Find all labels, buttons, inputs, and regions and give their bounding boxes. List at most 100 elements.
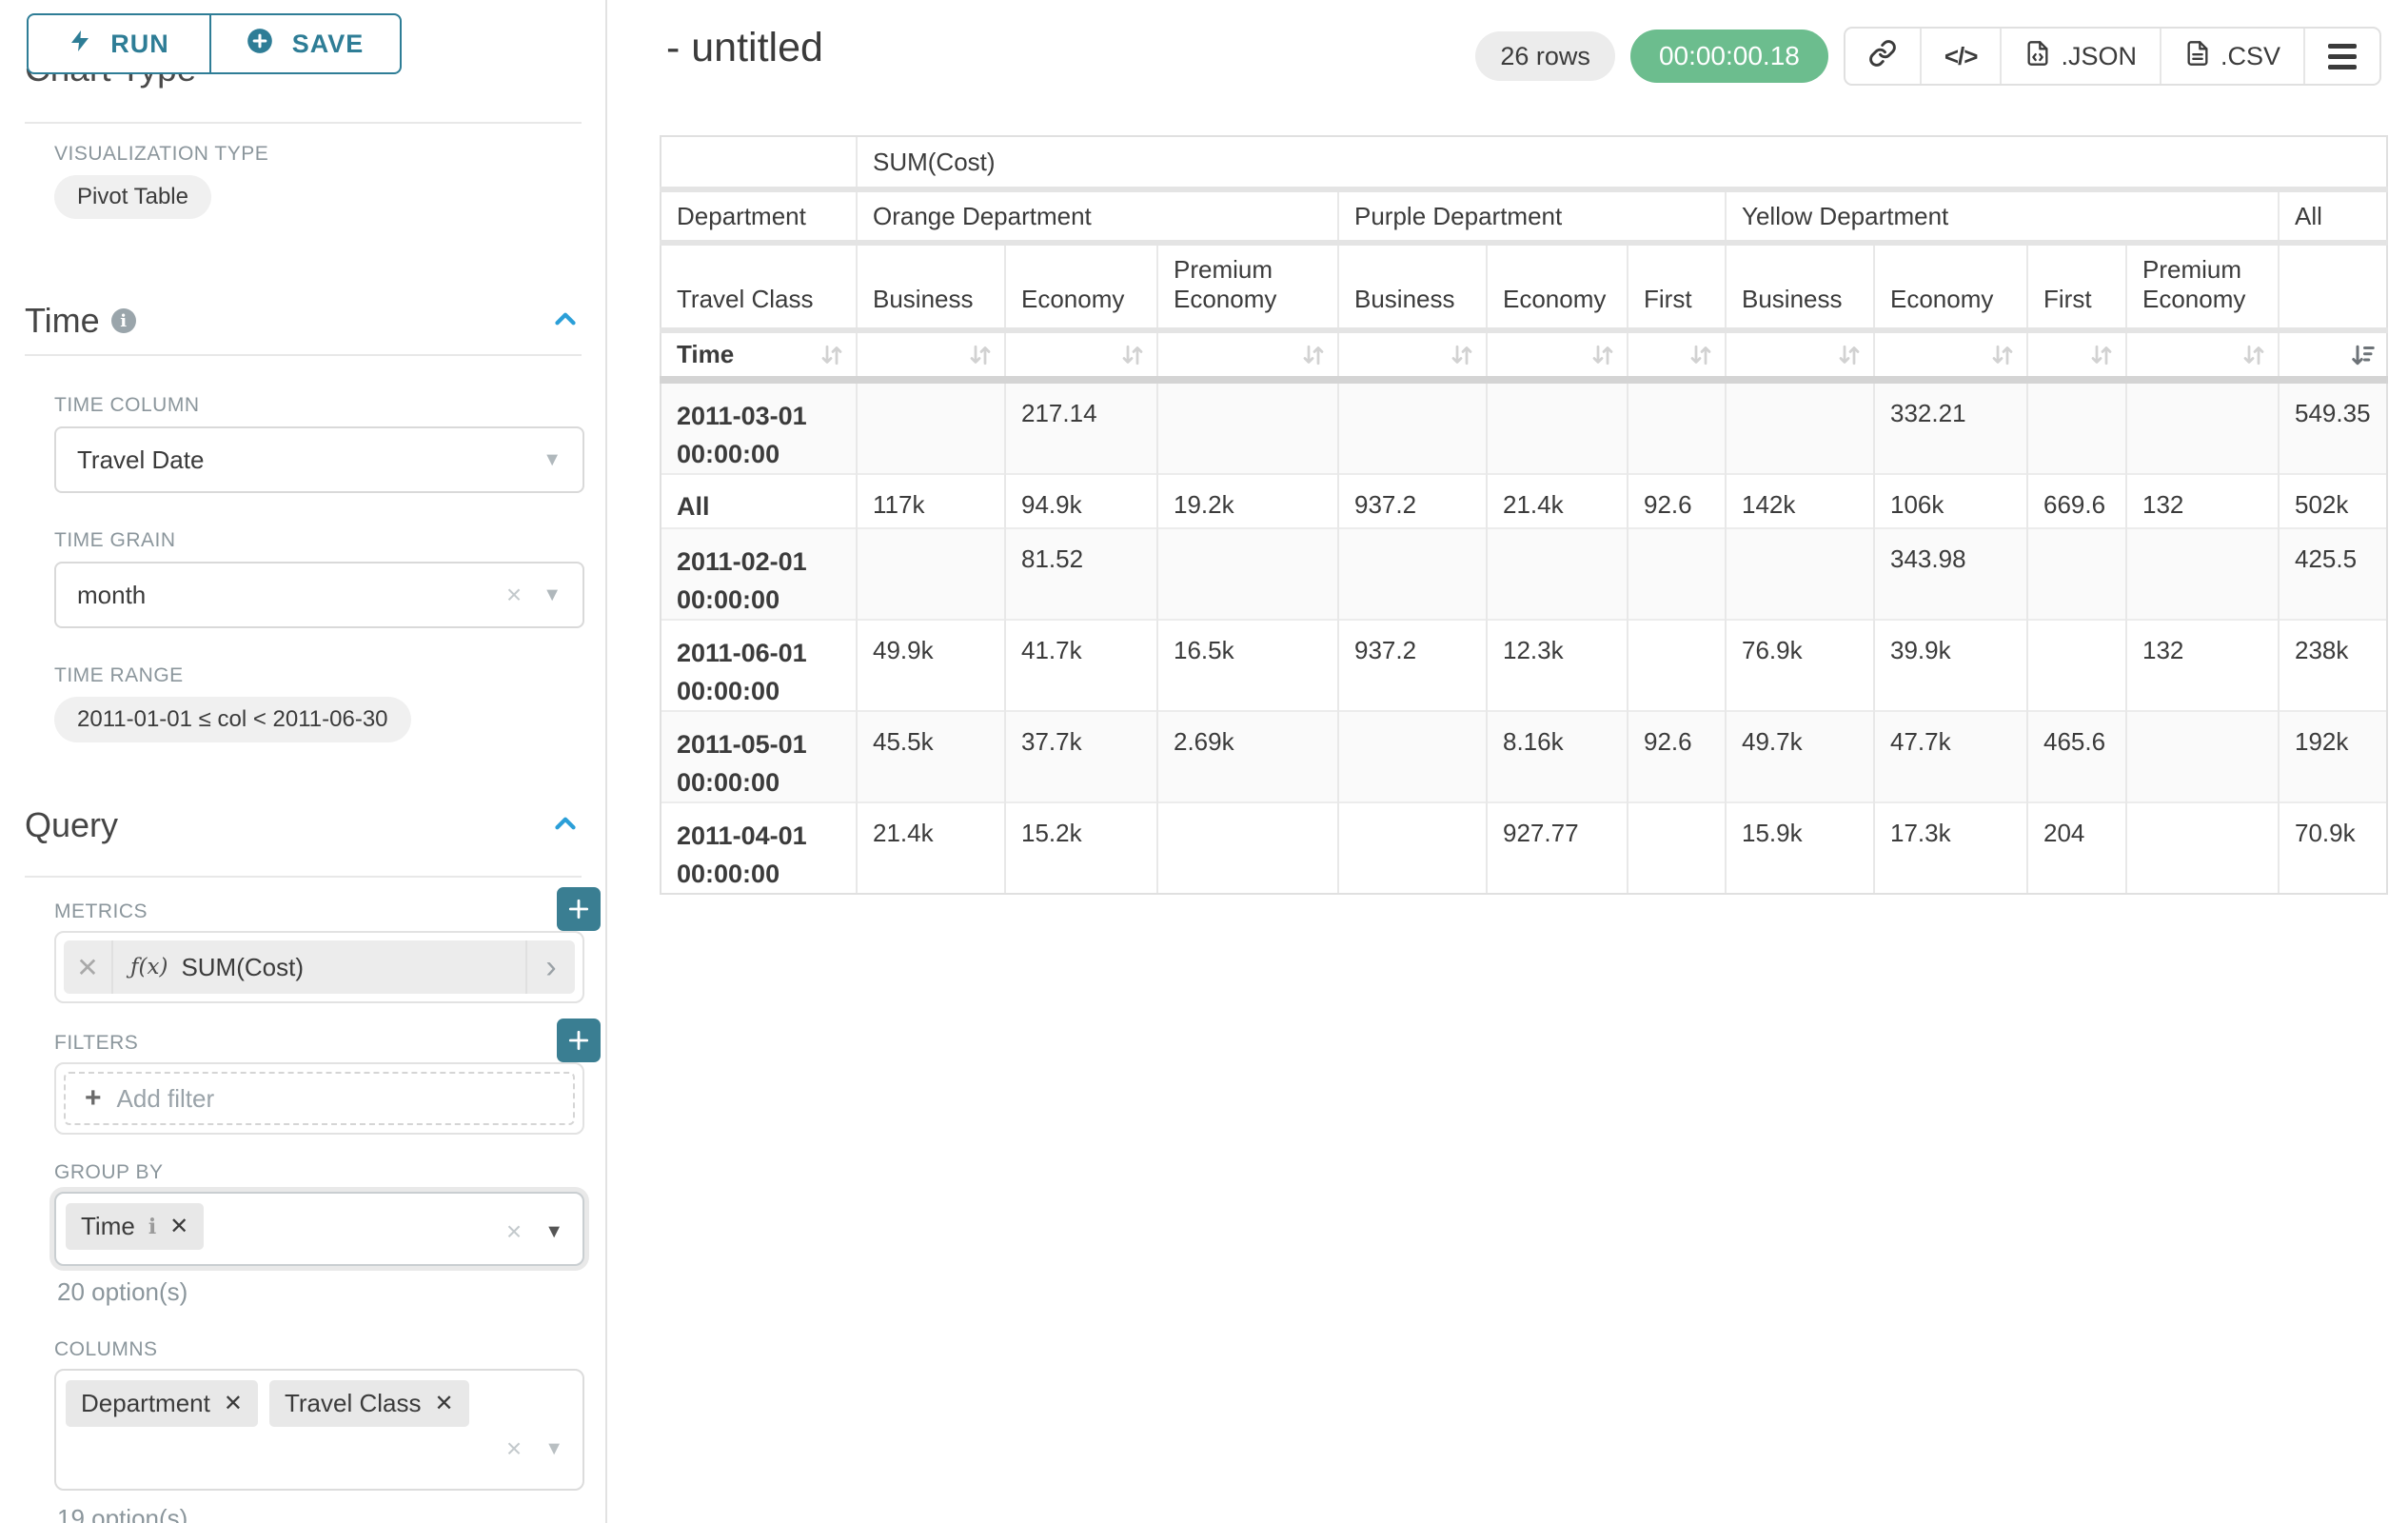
run-button[interactable]: RUN bbox=[27, 13, 211, 74]
visualization-type-label: VISUALIZATION TYPE bbox=[54, 143, 269, 165]
clear-icon[interactable]: × bbox=[505, 1216, 523, 1246]
col-dimension-label: Travel Class bbox=[660, 240, 857, 330]
travel-class-header: Business bbox=[1337, 240, 1487, 330]
value-sort-header[interactable] bbox=[1156, 327, 1338, 384]
sort-icon[interactable] bbox=[1448, 341, 1476, 369]
dimension-tag[interactable]: Department ✕ bbox=[66, 1380, 258, 1427]
json-file-icon bbox=[2024, 39, 2051, 74]
save-button-label: SAVE bbox=[291, 29, 365, 58]
travel-class-header: Business bbox=[1725, 240, 1874, 330]
sort-icon[interactable] bbox=[2087, 341, 2116, 369]
value-cell: 92.6 bbox=[1627, 711, 1726, 802]
add-filter-button[interactable]: + Add filter bbox=[64, 1072, 575, 1125]
sort-icon[interactable] bbox=[818, 341, 846, 369]
add-metric-button[interactable] bbox=[557, 887, 601, 931]
visualization-type-pill[interactable]: Pivot Table bbox=[54, 175, 211, 219]
metrics-control: ✕ ƒ(x) SUM(Cost) › bbox=[54, 931, 584, 1003]
dimension-tag[interactable]: Travel Class ✕ bbox=[268, 1380, 469, 1427]
dimension-tag[interactable]: Time i ✕ bbox=[66, 1203, 205, 1250]
sort-icon[interactable] bbox=[966, 341, 995, 369]
clear-icon[interactable]: × bbox=[505, 1434, 523, 1463]
export-json-button[interactable]: .JSON bbox=[2000, 29, 2160, 84]
value-cell bbox=[2125, 802, 2279, 895]
export-button-group: </> .JSON .CSV bbox=[1843, 27, 2381, 86]
travel-class-header: First bbox=[2026, 240, 2126, 330]
chevron-up-icon[interactable] bbox=[549, 807, 582, 844]
value-cell: 39.9k bbox=[1873, 620, 2027, 711]
value-cell: 106k bbox=[1873, 474, 2027, 528]
sort-icon[interactable] bbox=[1589, 341, 1617, 369]
filters-control: + Add filter bbox=[54, 1062, 584, 1135]
time-range-pill[interactable]: 2011-01-01 ≤ col < 2011-06-30 bbox=[54, 697, 411, 742]
value-cell: 343.98 bbox=[1873, 528, 2027, 620]
travel-class-header: Economy bbox=[1004, 240, 1157, 330]
caret-down-icon[interactable]: ▼ bbox=[544, 1437, 563, 1459]
chevron-up-icon[interactable] bbox=[549, 303, 582, 340]
export-csv-button[interactable]: .CSV bbox=[2159, 29, 2303, 84]
query-section-header[interactable]: Query bbox=[25, 805, 582, 845]
value-cell: 142k bbox=[1725, 474, 1874, 528]
value-cell bbox=[2125, 711, 2279, 802]
caret-down-icon[interactable]: ▼ bbox=[544, 1220, 563, 1242]
value-cell bbox=[1337, 711, 1487, 802]
travel-class-header-row: Travel Class Business Economy Premium Econo… bbox=[660, 240, 2388, 330]
remove-metric-icon[interactable]: ✕ bbox=[64, 940, 113, 994]
value-sort-header[interactable] bbox=[2278, 327, 2388, 384]
save-button[interactable]: SAVE bbox=[208, 13, 402, 74]
value-cell: 132 bbox=[2125, 620, 2279, 711]
time-section-title: Time bbox=[25, 301, 100, 340]
chart-title[interactable]: - untitled bbox=[666, 25, 823, 70]
share-link-button[interactable] bbox=[1845, 29, 1920, 84]
value-sort-header[interactable] bbox=[856, 327, 1005, 384]
travel-class-header: Business bbox=[856, 240, 1005, 330]
group-by-select[interactable]: Time i ✕ × ▼ bbox=[54, 1192, 584, 1266]
time-grain-select[interactable]: month × ▼ bbox=[54, 562, 584, 628]
tag-remove-icon[interactable]: ✕ bbox=[223, 1391, 243, 1416]
value-cell: 49.7k bbox=[1725, 711, 1874, 802]
sort-icon[interactable] bbox=[1299, 341, 1328, 369]
time-sort-header[interactable]: Time bbox=[660, 327, 857, 384]
time-column-select[interactable]: Travel Date ▼ bbox=[54, 426, 584, 493]
value-cell bbox=[2125, 380, 2279, 474]
value-sort-header[interactable] bbox=[1337, 327, 1487, 384]
value-cell: 81.52 bbox=[1004, 528, 1157, 620]
value-sort-header[interactable] bbox=[1627, 327, 1726, 384]
sort-icon[interactable] bbox=[1988, 341, 2017, 369]
value-sort-header[interactable] bbox=[1725, 327, 1874, 384]
value-sort-header[interactable] bbox=[1873, 327, 2027, 384]
value-sort-header[interactable] bbox=[1486, 327, 1628, 384]
metric-pill[interactable]: ✕ ƒ(x) SUM(Cost) › bbox=[64, 940, 575, 994]
value-cell bbox=[1486, 528, 1628, 620]
clear-icon[interactable]: × bbox=[505, 580, 523, 609]
value-cell: 238k bbox=[2278, 620, 2388, 711]
view-query-button[interactable]: </> bbox=[1919, 29, 2001, 84]
sort-icon[interactable] bbox=[1118, 341, 1147, 369]
tag-remove-icon[interactable]: ✕ bbox=[434, 1391, 454, 1416]
value-cell: 92.6 bbox=[1627, 474, 1726, 528]
sort-icon[interactable] bbox=[1687, 341, 1715, 369]
value-sort-header[interactable] bbox=[2026, 327, 2126, 384]
sort-icon[interactable] bbox=[1835, 341, 1864, 369]
chevron-right-icon[interactable]: › bbox=[525, 940, 575, 994]
value-cell: 937.2 bbox=[1337, 620, 1487, 711]
value-sort-header[interactable] bbox=[1004, 327, 1157, 384]
export-csv-label: .CSV bbox=[2220, 41, 2280, 70]
value-cell bbox=[1725, 380, 1874, 474]
value-cell: 132 bbox=[2125, 474, 2279, 528]
more-options-button[interactable] bbox=[2303, 29, 2379, 84]
value-cell: 76.9k bbox=[1725, 620, 1874, 711]
metric-name[interactable]: ƒ(x) SUM(Cost) bbox=[113, 953, 525, 982]
sort-desc-icon[interactable] bbox=[2348, 341, 2377, 369]
metric-header-row: SUM(Cost) bbox=[660, 135, 2388, 189]
add-filter-plus-button[interactable] bbox=[557, 1019, 601, 1062]
code-icon: </> bbox=[1944, 41, 1979, 70]
value-cell: 2.69k bbox=[1156, 711, 1338, 802]
tag-remove-icon[interactable]: ✕ bbox=[169, 1214, 189, 1239]
value-cell: 937.2 bbox=[1337, 474, 1487, 528]
value-sort-header[interactable] bbox=[2125, 327, 2279, 384]
columns-select[interactable]: Department ✕ Travel Class ✕ × ▼ bbox=[54, 1369, 584, 1491]
sort-icon[interactable] bbox=[2240, 341, 2268, 369]
row-label: All bbox=[660, 474, 857, 528]
value-cell bbox=[2026, 380, 2126, 474]
time-section-header[interactable]: Time i bbox=[25, 301, 582, 341]
